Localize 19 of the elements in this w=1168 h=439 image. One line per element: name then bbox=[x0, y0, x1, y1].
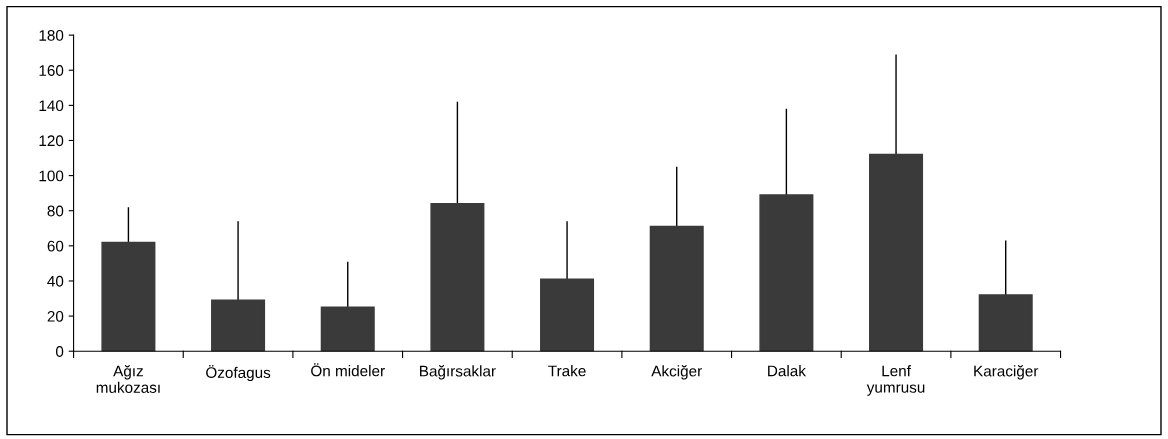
y-tick-label: 160 bbox=[39, 65, 64, 76]
x-tick-label: Akciğer bbox=[651, 365, 702, 380]
y-tick-label: 120 bbox=[39, 135, 64, 147]
y-tick-label: 80 bbox=[47, 205, 64, 217]
x-tick-label: Özofagus bbox=[206, 365, 271, 382]
x-tick-label: Ağız mukozası bbox=[96, 365, 160, 393]
y-tick-label: 20 bbox=[47, 310, 64, 322]
y-tick-label: 140 bbox=[39, 100, 64, 112]
x-tick-label: Dalak bbox=[768, 365, 806, 377]
x-tick-label: Karaciğer bbox=[974, 365, 1039, 380]
y-tick-label: 60 bbox=[47, 240, 64, 252]
x-tick-label: Ön mideler bbox=[311, 363, 385, 377]
x-tick-label: Lenf yumrusu bbox=[866, 365, 925, 396]
x-tick-label: Trake bbox=[548, 365, 586, 377]
y-tick-label: 0 bbox=[55, 346, 64, 357]
y-tick-label: 40 bbox=[47, 275, 64, 287]
y-tick-label: 180 bbox=[39, 29, 64, 41]
y-tick-label: 100 bbox=[39, 170, 64, 182]
x-tick-label: Bağırsaklar bbox=[420, 365, 496, 380]
